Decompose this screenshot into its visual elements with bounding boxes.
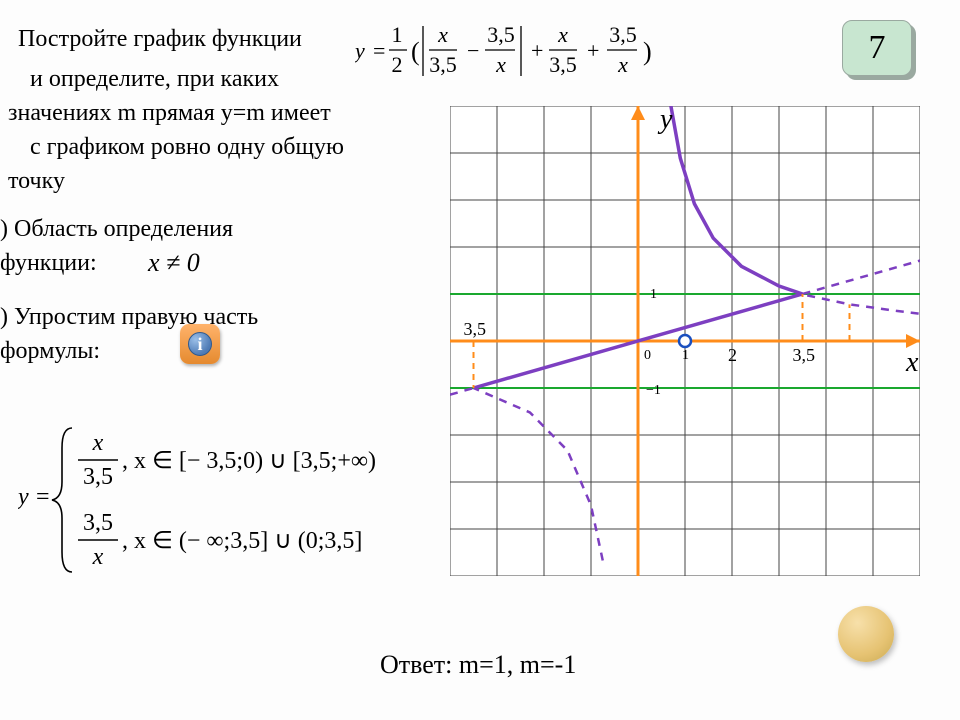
decorative-orb [838,606,894,662]
svg-text:x: x [437,22,448,47]
svg-text:): ) [643,37,652,66]
step1-cond: x ≠ 0 [148,248,200,278]
svg-text:1: 1 [682,348,689,363]
svg-text:=: = [373,38,385,63]
svg-text:, x ∈ (− ∞;3,5] ∪ (0;3,5]: , x ∈ (− ∞;3,5] ∪ (0;3,5] [122,528,362,554]
svg-text:3,5: 3,5 [549,52,577,77]
svg-text:2: 2 [728,345,737,365]
svg-text:, x ∈ [− 3,5;0) ∪ [3,5;+∞): , x ∈ [− 3,5;0) ∪ [3,5;+∞) [122,448,376,474]
svg-text:3,5: 3,5 [487,22,515,47]
formula-top-svg: y = 1 2 ( x 3,5 − 3,5 x + [355,20,725,84]
svg-text:−1: −1 [646,383,661,398]
problem-line1: Постройте график функции [18,26,302,53]
info-icon: i [188,332,212,356]
svg-text:2: 2 [392,52,403,77]
svg-text:y: y [18,484,29,510]
svg-text:x: x [92,430,104,456]
svg-text:1: 1 [392,22,403,47]
svg-text:=: = [36,484,50,510]
svg-text:3,5: 3,5 [83,510,113,536]
svg-text:x: x [495,52,506,77]
step1-a: ) Область определения [0,216,233,243]
chart-svg: y x 0 1 2 3,5 3,5 1 −1 [450,106,920,576]
svg-text:3,5: 3,5 [609,22,637,47]
svg-text:3,5: 3,5 [83,464,113,490]
info-icon-badge[interactable]: i [180,324,220,364]
problem-line2a: значениях m прямая y=m имеет [8,100,331,127]
step1-b: функции: [0,250,97,277]
slide-number: 7 [869,29,886,67]
svg-text:0: 0 [644,348,651,363]
svg-text:y: y [355,38,365,63]
step2-b: формулы: [0,338,100,365]
problem-line2b: с графиком ровно одну общую [30,134,344,161]
svg-text:x: x [905,347,919,378]
svg-text:3,5: 3,5 [429,52,457,77]
answer-text: Ответ: m=1, m=-1 [380,650,576,680]
svg-text:+: + [531,38,543,63]
piecewise-formula: y = x 3,5 , x ∈ [− 3,5;0) ∪ [3,5;+∞) 3,5… [18,420,448,585]
svg-text:−: − [467,38,479,63]
slide-number-badge: 7 [842,20,912,76]
svg-text:+: + [587,38,599,63]
step2-a: ) Упростим правую часть [0,304,258,331]
function-graph: y x 0 1 2 3,5 3,5 1 −1 [450,106,920,581]
svg-text:1: 1 [650,287,657,302]
svg-text:3,5: 3,5 [464,319,487,339]
svg-text:x: x [557,22,568,47]
problem-line2c: точку [8,168,65,195]
svg-text:y: y [657,106,673,135]
svg-text:x: x [92,544,104,570]
svg-text:x: x [617,52,628,77]
problem-line1b: и определите, при каких [30,66,279,93]
piecewise-svg: y = x 3,5 , x ∈ [− 3,5;0) ∪ [3,5;+∞) 3,5… [18,420,448,580]
formula-top: y = 1 2 ( x 3,5 − 3,5 x + [355,20,725,89]
svg-text:(: ( [411,37,420,66]
svg-text:3,5: 3,5 [793,345,816,365]
